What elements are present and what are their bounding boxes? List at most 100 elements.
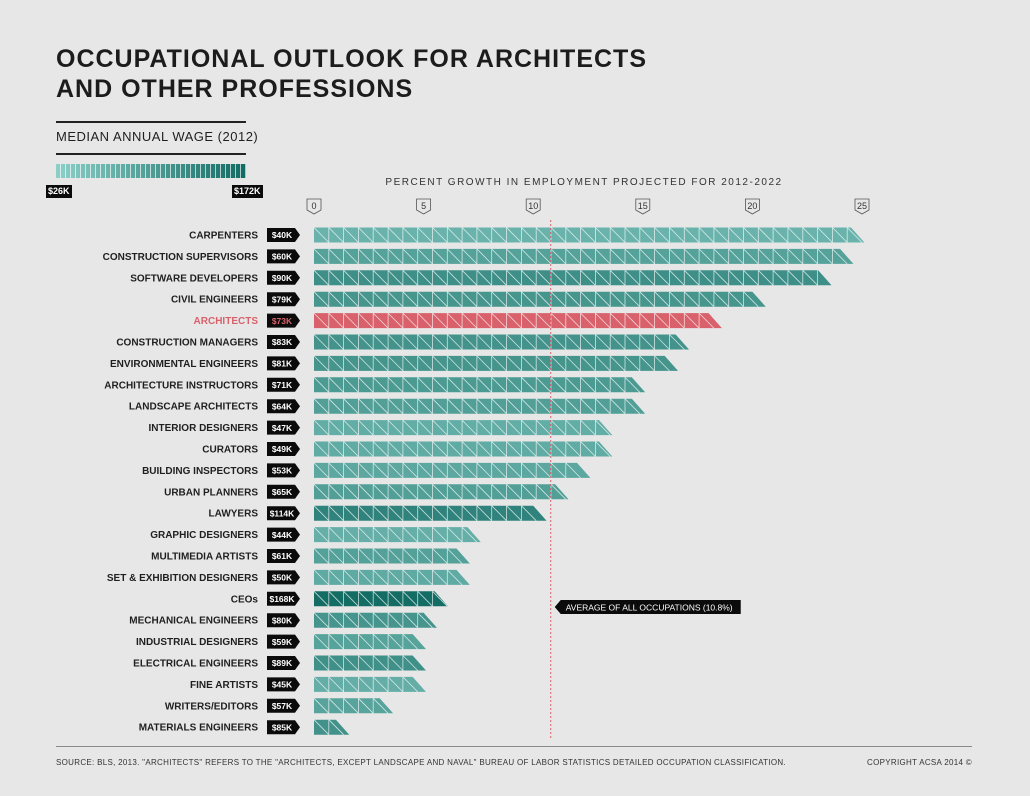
wage-label: $65K bbox=[272, 487, 293, 497]
tick-label-25: 25 bbox=[857, 201, 867, 211]
bar bbox=[314, 548, 470, 564]
wage-tag bbox=[267, 313, 300, 328]
average-callout bbox=[554, 600, 741, 614]
wage-label: $49K bbox=[272, 444, 293, 454]
wage-tag bbox=[267, 335, 300, 349]
bar-group bbox=[313, 355, 679, 372]
category-label: FINE ARTISTS bbox=[190, 680, 258, 691]
wage-tag bbox=[267, 228, 300, 242]
title-line-2: AND OTHER PROFESSIONS bbox=[56, 75, 414, 103]
category-label: SET & EXHIBITION DESIGNERS bbox=[107, 573, 258, 584]
page-title: OCCUPATIONAL OUTLOOK FOR ARCHITECTS AND … bbox=[56, 44, 647, 104]
bar bbox=[314, 248, 854, 264]
bar-group bbox=[313, 676, 426, 693]
tick-marker-10 bbox=[525, 198, 541, 215]
bar-group bbox=[313, 505, 547, 521]
bar bbox=[314, 527, 481, 543]
tick-label-0: 0 bbox=[311, 201, 316, 211]
wage-tag bbox=[267, 463, 300, 478]
bar-group bbox=[313, 312, 722, 329]
bar-group bbox=[313, 591, 448, 607]
bar-pattern bbox=[313, 484, 567, 500]
category-label: MULTIMEDIA ARTISTS bbox=[151, 552, 258, 563]
category-label: LANDSCAPE ARCHITECTS bbox=[129, 402, 258, 413]
category-label: CARPENTERS bbox=[189, 231, 258, 242]
bar bbox=[314, 441, 613, 457]
bar-group bbox=[313, 633, 426, 650]
tick-label-5: 5 bbox=[421, 201, 426, 211]
category-label: LAWYERS bbox=[209, 509, 259, 520]
wage-tag bbox=[267, 527, 300, 542]
bar-group bbox=[313, 248, 854, 265]
bar bbox=[314, 719, 350, 735]
category-label: SOFTWARE DEVELOPERS bbox=[130, 273, 258, 284]
bar-group bbox=[313, 548, 470, 564]
bar bbox=[314, 634, 426, 650]
bar bbox=[314, 291, 766, 307]
bar bbox=[314, 655, 426, 671]
wage-label: $45K bbox=[272, 680, 293, 690]
bar-pattern bbox=[313, 398, 641, 414]
bar-pattern bbox=[313, 633, 418, 650]
tick-marker-15 bbox=[635, 198, 651, 215]
average-label: AVERAGE OF ALL OCCUPATIONS (10.8%) bbox=[566, 603, 733, 613]
wage-tag bbox=[267, 549, 300, 563]
bar-group bbox=[313, 612, 437, 628]
category-label: ARCHITECTURE INSTRUCTORS bbox=[104, 380, 258, 391]
wage-tag bbox=[267, 270, 300, 285]
bar-pattern bbox=[313, 698, 389, 714]
bar-group bbox=[313, 484, 569, 500]
bar-pattern bbox=[313, 441, 611, 457]
wage-tag bbox=[267, 292, 300, 307]
wage-label: $80K bbox=[272, 615, 293, 625]
tick-marker-5 bbox=[416, 198, 431, 215]
bar-group bbox=[313, 227, 865, 243]
wage-tag bbox=[267, 249, 300, 264]
bar-group bbox=[313, 377, 646, 393]
category-label: ARCHITECTS bbox=[194, 316, 259, 327]
wage-tag bbox=[267, 377, 300, 392]
wage-label: $50K bbox=[272, 573, 293, 583]
bar-pattern bbox=[313, 719, 344, 735]
bar-pattern bbox=[313, 377, 641, 393]
wage-label: $85K bbox=[272, 722, 293, 732]
bar-group bbox=[313, 526, 481, 543]
copyright: COPYRIGHT ACSA 2014 © bbox=[867, 758, 972, 767]
wage-scale-min-label: $26K bbox=[46, 185, 72, 198]
category-label: CEOs bbox=[231, 594, 259, 605]
wage-tag bbox=[267, 677, 300, 692]
wage-label: $47K bbox=[272, 423, 293, 433]
wage-legend-top-rule bbox=[56, 121, 246, 123]
category-label: MECHANICAL ENGINEERS bbox=[129, 616, 258, 627]
wage-legend-title: MEDIAN ANNUAL WAGE (2012) bbox=[56, 129, 259, 144]
bar-pattern bbox=[313, 505, 537, 521]
wage-tag bbox=[267, 634, 300, 649]
wage-tag bbox=[267, 720, 300, 735]
bar-pattern bbox=[313, 676, 418, 693]
tick-marker-0 bbox=[306, 198, 322, 215]
wage-color-scale bbox=[56, 164, 246, 178]
bar-group bbox=[313, 419, 613, 436]
wage-label: $81K bbox=[272, 359, 293, 369]
bar-pattern bbox=[313, 227, 863, 243]
wage-tag bbox=[267, 698, 300, 713]
wage-label: $83K bbox=[272, 337, 293, 347]
bar-pattern bbox=[313, 591, 448, 607]
bar bbox=[314, 355, 679, 371]
bar-group bbox=[313, 270, 832, 286]
bar-group bbox=[313, 398, 646, 414]
category-label: ENVIRONMENTAL ENGINEERS bbox=[110, 359, 258, 370]
bar-pattern bbox=[313, 355, 670, 372]
bar-group bbox=[313, 334, 690, 350]
bar bbox=[314, 569, 470, 585]
bar-pattern bbox=[313, 462, 581, 479]
wage-tag bbox=[267, 613, 300, 628]
wage-label: $40K bbox=[272, 230, 293, 240]
bar-group bbox=[313, 569, 470, 586]
wage-tag bbox=[267, 484, 300, 499]
wage-label: $89K bbox=[272, 658, 293, 668]
bar-pattern bbox=[313, 548, 463, 564]
category-label: CIVIL ENGINEERS bbox=[171, 295, 258, 306]
wage-legend-bottom-rule bbox=[56, 153, 246, 155]
